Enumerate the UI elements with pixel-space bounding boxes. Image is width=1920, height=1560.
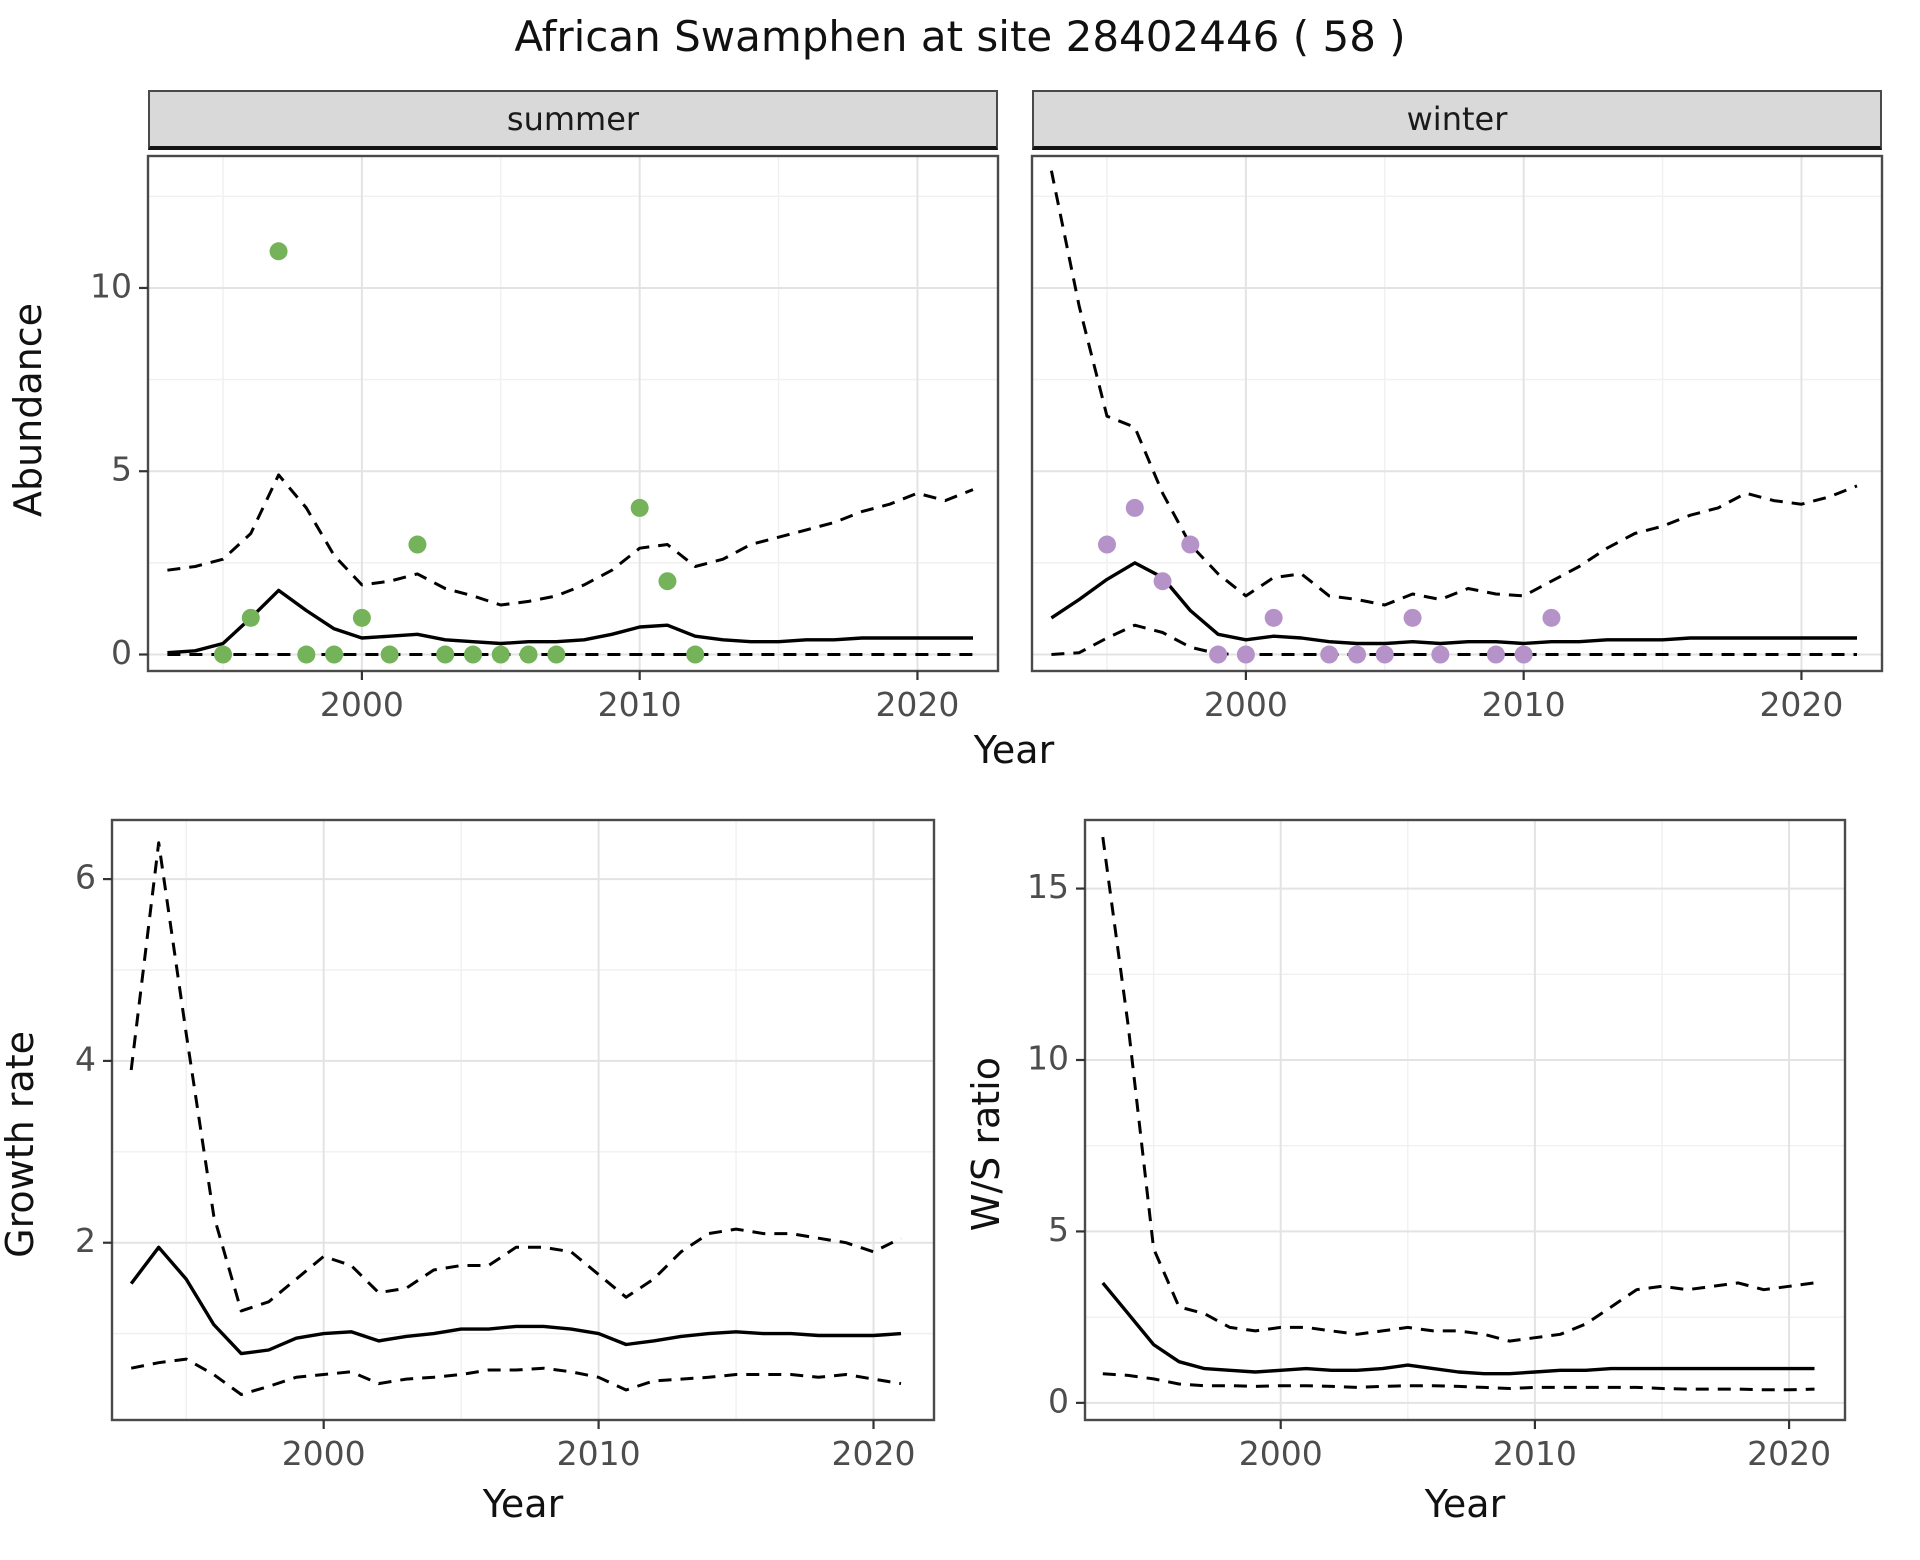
svg-text:5: 5 — [1048, 1210, 1069, 1249]
svg-text:6: 6 — [75, 858, 96, 897]
abundance-axis-label: Abundance — [6, 303, 50, 518]
ws-ratio-panel: 2000 2010 2020 0 5 10 15 — [985, 812, 1851, 1476]
growth-rate-plot: 2000 2010 2020 2 4 6 — [75, 818, 936, 1473]
growth-rate-x-axis-label: Year — [482, 1482, 564, 1526]
facet-strip-winter: winter — [1032, 90, 1882, 150]
abundance-x-axis-label: Year — [973, 728, 1055, 772]
svg-text:2000: 2000 — [320, 685, 404, 724]
growth-rate-axis-label: Growth rate — [0, 1030, 42, 1258]
facet-strip-winter-label: winter — [1406, 100, 1508, 138]
svg-text:2000: 2000 — [1239, 1434, 1323, 1473]
svg-text:15: 15 — [1027, 867, 1069, 906]
svg-text:10: 10 — [1027, 1039, 1069, 1078]
svg-text:0: 0 — [111, 633, 132, 672]
ws-ratio-plot: 2000 2010 2020 0 5 10 15 — [1027, 818, 1847, 1473]
svg-text:2020: 2020 — [832, 1434, 916, 1473]
svg-text:4: 4 — [75, 1039, 96, 1078]
abundance-winter-plot: 2000 2010 2020 — [1030, 154, 1884, 724]
abundance-summer-plot: 2000 2010 2020 0 5 10 — [90, 154, 1000, 724]
svg-text:2020: 2020 — [1747, 1434, 1831, 1473]
figure-title: African Swamphen at site 28402446 ( 58 ) — [514, 12, 1406, 61]
svg-text:2010: 2010 — [1482, 685, 1566, 724]
svg-text:2000: 2000 — [282, 1434, 366, 1473]
facet-strip-summer: summer — [148, 90, 998, 150]
svg-text:2010: 2010 — [1493, 1434, 1577, 1473]
facet-strip-summer-label: summer — [506, 100, 640, 138]
svg-text:2000: 2000 — [1204, 685, 1288, 724]
svg-text:2010: 2010 — [557, 1434, 641, 1473]
svg-text:5: 5 — [111, 450, 132, 489]
ws-ratio-x-axis-label: Year — [1424, 1482, 1506, 1526]
svg-text:10: 10 — [90, 266, 132, 305]
svg-text:2010: 2010 — [598, 685, 682, 724]
facet-summer: summer 2000 2010 2020 0 5 10 — [56, 90, 1004, 725]
svg-text:2020: 2020 — [875, 685, 959, 724]
svg-text:2020: 2020 — [1759, 685, 1843, 724]
svg-text:2: 2 — [75, 1221, 96, 1260]
growth-rate-panel: 2000 2010 2020 2 4 6 — [36, 812, 940, 1476]
svg-text:0: 0 — [1048, 1381, 1069, 1420]
facet-winter: winter 2000 2010 2020 — [1004, 90, 1916, 725]
